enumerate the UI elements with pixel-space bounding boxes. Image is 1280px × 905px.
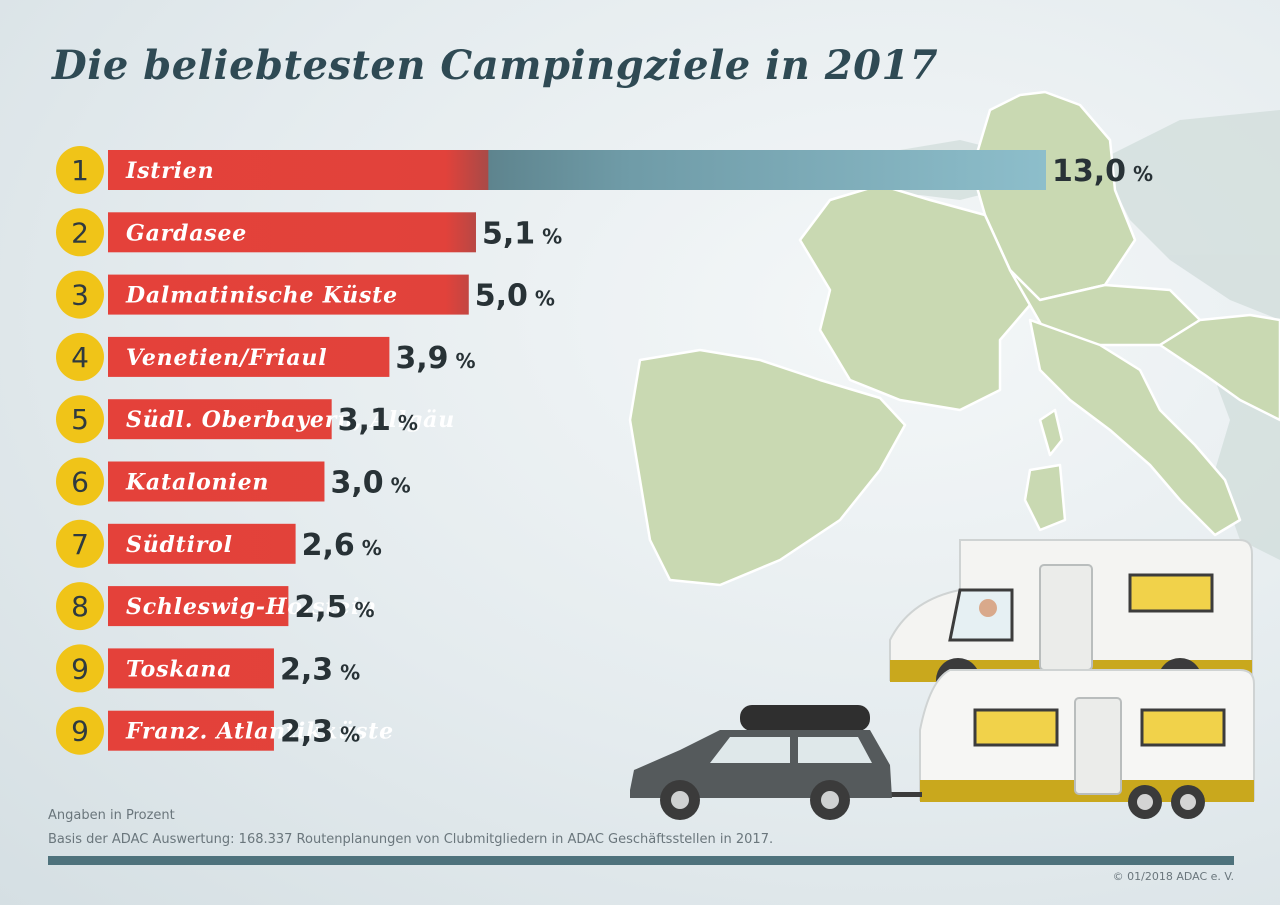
bar-label: Toskana bbox=[126, 656, 232, 682]
rank-badge bbox=[56, 332, 104, 381]
car-icon bbox=[630, 705, 892, 820]
value-number: 5,1 bbox=[482, 216, 535, 251]
value-label: 3,1% bbox=[338, 403, 418, 438]
value-label: 2,3% bbox=[280, 652, 360, 687]
value-unit: % bbox=[391, 474, 411, 498]
bar-label: Franz. Atlantikküste bbox=[125, 719, 394, 745]
bar-label: Gardasee bbox=[126, 220, 247, 246]
bar-3 bbox=[108, 274, 469, 315]
value-number: 2,5 bbox=[294, 590, 347, 625]
value-unit: % bbox=[456, 349, 476, 373]
rank-badge bbox=[56, 644, 104, 693]
caravan-icon bbox=[890, 669, 1255, 819]
bar-2 bbox=[108, 212, 476, 253]
bar-label: Venetien/Friaul bbox=[126, 345, 327, 371]
rank-number: 5 bbox=[71, 403, 89, 436]
value-label: 2,6% bbox=[302, 528, 382, 563]
bar-label: Katalonien bbox=[125, 470, 269, 496]
value-label: 3,9% bbox=[395, 341, 475, 376]
value-number: 3,0 bbox=[330, 466, 383, 501]
value-unit: % bbox=[340, 723, 360, 747]
rank-number: 2 bbox=[71, 216, 89, 249]
value-number: 13,0 bbox=[1052, 154, 1126, 189]
value-number: 3,1 bbox=[338, 403, 391, 438]
bar-1 bbox=[108, 150, 1046, 190]
rank-badge bbox=[56, 146, 104, 194]
rank-number: 4 bbox=[71, 341, 89, 374]
rank-badge bbox=[56, 270, 104, 319]
rank-badge bbox=[56, 582, 104, 631]
value-label: 2,3% bbox=[280, 715, 360, 750]
rank-number: 1 bbox=[71, 154, 89, 187]
unit-note: Angaben in Prozent bbox=[48, 808, 175, 823]
rank-number: 9 bbox=[71, 715, 89, 748]
bar-label: Dalmatinische Küste bbox=[125, 283, 398, 309]
rank-number: 8 bbox=[71, 590, 89, 623]
bar-6 bbox=[108, 461, 325, 502]
value-number: 2,3 bbox=[280, 652, 333, 687]
source-note: Basis der ADAC Auswertung: 168.337 Route… bbox=[48, 832, 774, 847]
value-unit: % bbox=[398, 411, 418, 435]
bar-7 bbox=[108, 523, 296, 564]
value-number: 2,6 bbox=[302, 528, 355, 563]
value-label: 3,0% bbox=[330, 466, 410, 501]
bar-label: Südtirol bbox=[126, 532, 233, 558]
value-number: 5,0 bbox=[475, 279, 528, 314]
chart-title: Die beliebtesten Campingziele in 2017 bbox=[52, 42, 939, 89]
value-label: 2,5% bbox=[294, 590, 374, 625]
bar-10 bbox=[108, 710, 274, 751]
value-unit: % bbox=[362, 536, 382, 560]
rank-badge bbox=[56, 457, 104, 506]
rank-badge bbox=[56, 395, 104, 444]
footer-rule bbox=[48, 856, 1234, 865]
rank-number: 9 bbox=[71, 652, 89, 685]
camper-illustration bbox=[630, 539, 1255, 820]
value-number: 3,9 bbox=[395, 341, 448, 376]
bar-8 bbox=[108, 586, 289, 627]
value-label: 13,0% bbox=[1052, 154, 1153, 189]
value-unit: % bbox=[542, 224, 562, 248]
copyright: © 01/2018 ADAC e. V. bbox=[1112, 870, 1234, 883]
bar-label: Istrien bbox=[125, 158, 214, 184]
bar-9 bbox=[108, 648, 274, 689]
value-unit: % bbox=[535, 287, 555, 311]
value-unit: % bbox=[1133, 162, 1153, 186]
bar-label: Südl. Oberbayern, Allgäu bbox=[126, 407, 455, 433]
bar-4 bbox=[108, 336, 390, 377]
rank-badge bbox=[56, 208, 104, 257]
rank-badge bbox=[56, 706, 104, 755]
value-unit: % bbox=[340, 660, 360, 684]
rank-number: 3 bbox=[71, 279, 89, 312]
rank-number: 7 bbox=[71, 528, 89, 561]
value-number: 2,3 bbox=[280, 715, 333, 750]
rank-badge bbox=[56, 519, 104, 568]
value-unit: % bbox=[355, 598, 375, 622]
rank-number: 6 bbox=[71, 466, 89, 499]
value-label: 5,1% bbox=[482, 216, 562, 251]
value-label: 5,0% bbox=[475, 279, 555, 314]
bar-5 bbox=[108, 399, 332, 440]
bar-label: Schleswig-Holstein bbox=[126, 594, 377, 620]
